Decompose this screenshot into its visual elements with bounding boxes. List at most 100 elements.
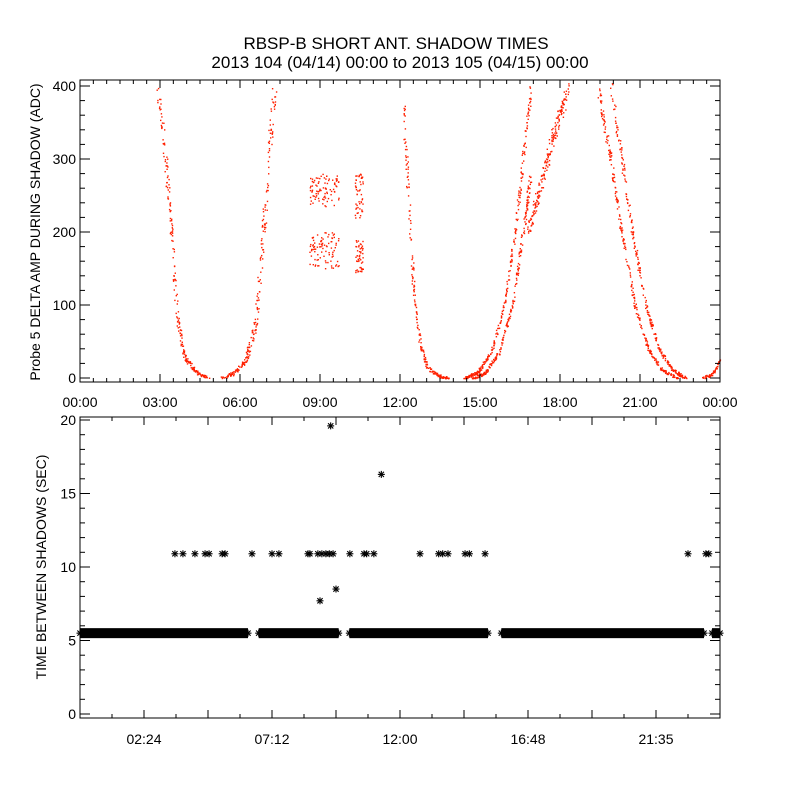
top-data-point	[360, 193, 363, 196]
top-data-point	[246, 360, 248, 362]
top-data-point	[182, 345, 185, 347]
top-data-point	[162, 152, 165, 154]
top-data-point	[709, 375, 711, 378]
top-data-point	[178, 330, 180, 332]
top-data-point	[354, 214, 357, 217]
top-data-point	[568, 85, 570, 87]
top-data-point	[621, 162, 623, 164]
top-data-point	[166, 182, 168, 184]
top-data-point	[613, 174, 615, 176]
top-data-point	[274, 96, 276, 98]
top-data-point	[669, 364, 671, 366]
top-data-point	[423, 351, 425, 353]
top-y-tick-label: 100	[53, 297, 77, 313]
top-data-point	[565, 96, 567, 98]
top-data-point	[429, 367, 431, 369]
top-data-point	[227, 374, 229, 377]
top-data-point	[654, 359, 656, 361]
top-data-point	[620, 222, 622, 224]
top-data-point	[554, 128, 557, 130]
top-data-point	[250, 336, 252, 339]
top-data-point	[413, 291, 415, 293]
top-data-point	[527, 104, 530, 106]
top-data-point	[166, 176, 169, 179]
top-data-point	[705, 376, 707, 379]
top-data-point	[312, 237, 314, 239]
top-data-point	[630, 221, 633, 223]
top-data-point	[263, 226, 266, 228]
top-data-point	[414, 305, 417, 307]
top-data-point	[558, 118, 560, 120]
top-data-point	[619, 148, 621, 151]
top-data-point	[405, 164, 408, 166]
top-data-point	[555, 117, 558, 119]
top-data-point	[473, 373, 475, 375]
top-data-point	[333, 249, 335, 252]
top-data-point	[436, 374, 438, 376]
top-data-point	[262, 208, 264, 210]
top-data-point	[333, 233, 335, 235]
top-data-point	[254, 318, 257, 321]
top-data-point	[272, 123, 274, 126]
top-data-point	[522, 173, 524, 176]
top-data-point	[614, 192, 617, 195]
top-data-point	[611, 155, 613, 157]
top-data-point	[528, 187, 530, 189]
top-data-point	[179, 329, 182, 331]
top-data-point	[516, 282, 518, 285]
top-data-point	[511, 305, 513, 307]
top-data-point	[614, 181, 616, 183]
top-data-point	[183, 356, 185, 358]
top-data-point	[637, 313, 639, 315]
chart-subtitle: 2013 104 (04/14) 00:00 to 2013 105 (04/1…	[211, 53, 588, 72]
top-data-point	[670, 367, 672, 369]
top-data-point	[404, 108, 406, 110]
top-data-point	[234, 371, 237, 373]
top-data-point	[359, 254, 361, 257]
top-data-point	[273, 106, 276, 108]
top-data-point	[362, 268, 364, 270]
baseline-asterisk-band	[712, 628, 720, 639]
top-data-point	[708, 375, 710, 378]
top-data-point	[645, 304, 647, 306]
top-data-point	[518, 264, 521, 266]
top-data-point	[501, 312, 503, 315]
top-data-point	[246, 347, 249, 349]
top-data-point	[684, 375, 686, 378]
top-data-point	[495, 356, 498, 358]
top-data-point	[177, 327, 179, 329]
asterisk-marker	[346, 550, 354, 558]
top-data-point	[653, 333, 655, 335]
top-data-point	[540, 190, 543, 192]
top-data-point	[176, 293, 178, 296]
top-data-point	[316, 259, 318, 261]
top-data-point	[257, 297, 260, 299]
top-data-point	[645, 340, 647, 342]
top-data-point	[522, 150, 524, 153]
top-data-point	[426, 363, 428, 365]
top-data-point	[407, 175, 409, 178]
top-data-point	[626, 264, 629, 267]
top-data-point	[525, 223, 527, 226]
top-data-point	[314, 265, 316, 267]
top-data-point	[622, 239, 624, 241]
top-data-point	[560, 111, 562, 113]
top-data-point	[485, 371, 488, 373]
top-data-point	[615, 122, 617, 124]
top-data-point	[548, 159, 551, 162]
top-data-point	[255, 332, 257, 334]
top-data-point	[166, 156, 168, 158]
top-data-point	[554, 132, 556, 134]
top-data-point	[656, 363, 658, 366]
top-data-point	[261, 238, 263, 240]
top-data-point	[678, 374, 680, 376]
top-data-point	[646, 343, 648, 345]
top-data-point	[526, 208, 528, 210]
top-data-point	[644, 296, 646, 299]
top-data-point	[269, 119, 271, 121]
top-data-point	[409, 237, 411, 239]
top-data-point	[171, 223, 173, 225]
top-data-point	[169, 204, 171, 207]
top-data-point	[552, 138, 554, 140]
top-data-point	[360, 201, 363, 204]
